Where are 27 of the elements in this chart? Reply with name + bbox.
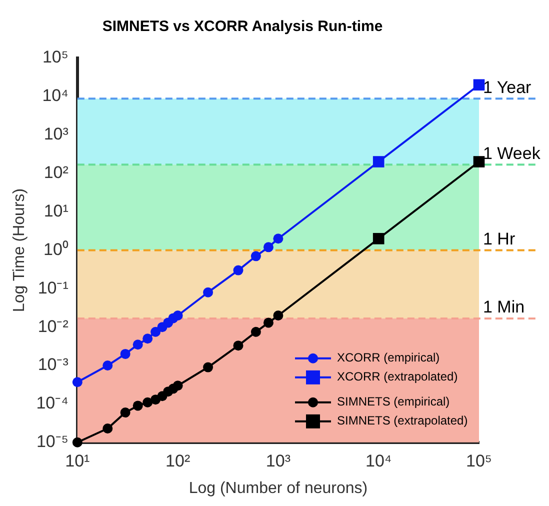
y-tick-label: 10¹: [44, 201, 69, 220]
y-tick-label: 10³: [44, 124, 69, 144]
ref-line-label: 1 Week: [483, 144, 541, 163]
legend-label: SIMNETS (extrapolated): [337, 414, 468, 428]
x-tick-label: 10²: [166, 451, 190, 470]
ref-line-label: 1 Min: [483, 298, 525, 317]
legend-label: XCORR (empirical): [337, 350, 440, 365]
y-tick-label: 10⁻²: [38, 316, 69, 336]
y-tick-label: 10⁻⁴: [36, 394, 68, 413]
ref-line-label: 1 Year: [483, 78, 532, 97]
y-tick-label: 10⁻⁵: [36, 432, 68, 452]
y-tick-label: 10⁵: [42, 48, 68, 67]
y-tick-label: 10⁻¹: [38, 278, 69, 298]
y-tick-label: 10⁻³: [38, 355, 69, 374]
legend-label: XCORR (extrapolated): [337, 370, 458, 384]
x-tick-label: 10¹: [65, 451, 90, 470]
ref-line-label: 1 Hr: [483, 229, 516, 248]
x-tick-label: 10⁴: [365, 451, 392, 470]
x-tick-label: 10⁵: [466, 451, 492, 470]
y-tick-label: 10⁴: [42, 86, 68, 106]
y-tick-label: 10²: [44, 163, 69, 182]
y-tick-label: 10⁰: [43, 240, 68, 259]
chart-title: SIMNETS vs XCORR Analysis Run-time: [102, 18, 383, 36]
x-tick-label: 10³: [266, 451, 291, 470]
x-axis-title: Log (Number of neurons): [188, 480, 368, 497]
y-axis-title: Log Time (Hours): [11, 188, 28, 312]
legend-label: SIMNETS (empirical): [337, 394, 450, 409]
